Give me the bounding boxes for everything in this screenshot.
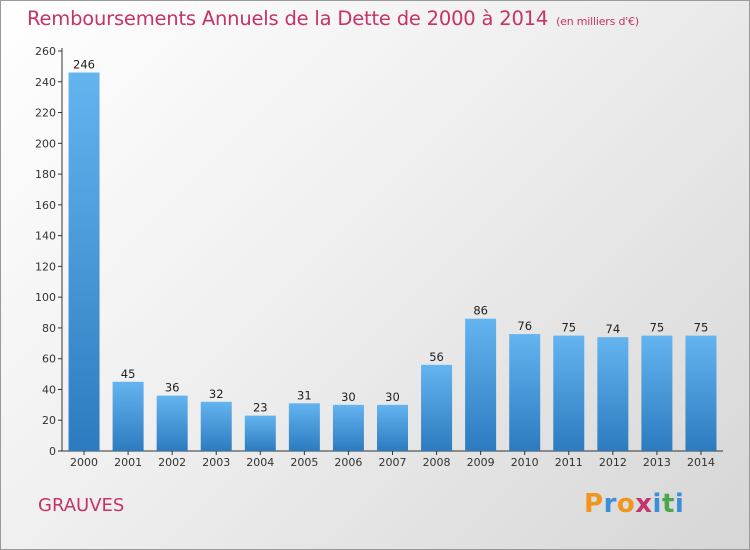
y-tick-label: 140 (35, 230, 56, 243)
data-label: 30 (341, 390, 356, 404)
x-tick-label: 2007 (379, 456, 407, 469)
y-tick-label: 240 (35, 76, 56, 89)
x-tick-label: 2011 (555, 456, 583, 469)
bar (156, 395, 188, 451)
y-tick-label: 260 (35, 45, 56, 58)
x-tick-label: 2004 (246, 456, 274, 469)
x-tick-label: 2010 (511, 456, 539, 469)
bar (421, 364, 453, 451)
x-tick-label: 2013 (643, 456, 671, 469)
y-tick-label: 120 (35, 260, 56, 273)
data-label: 56 (429, 350, 444, 364)
bar (377, 404, 408, 451)
y-tick-label: 40 (42, 383, 56, 396)
commune-name: GRAUVES (38, 495, 125, 516)
y-tick-label: 20 (42, 414, 56, 427)
y-tick-label: 60 (42, 353, 56, 366)
chart-title: Remboursements Annuels de la Dette de 20… (27, 7, 639, 30)
bar (200, 401, 232, 451)
data-label: 76 (517, 319, 532, 333)
data-label: 246 (73, 58, 95, 72)
data-label: 74 (606, 322, 621, 336)
x-tick-label: 2009 (467, 456, 495, 469)
data-label: 36 (165, 381, 180, 395)
y-tick-label: 220 (35, 107, 56, 120)
x-tick-label: 2000 (70, 456, 98, 469)
proxiti-logo[interactable]: Proxiti (584, 489, 685, 519)
data-label: 75 (561, 321, 576, 335)
bar (68, 72, 100, 452)
y-tick-label: 180 (35, 168, 56, 181)
y-tick-label: 100 (35, 291, 56, 304)
x-tick-label: 2001 (114, 456, 142, 469)
y-tick-label: 0 (49, 445, 56, 458)
unit-subtitle: (en milliers d'€) (556, 15, 639, 28)
bar (244, 415, 276, 451)
data-label: 75 (650, 321, 665, 335)
y-tick-label: 200 (35, 137, 56, 150)
bar (509, 334, 541, 451)
title-text: Remboursements Annuels de la Dette de 20… (27, 7, 549, 30)
data-label: 23 (253, 401, 268, 415)
x-tick-label: 2012 (599, 456, 627, 469)
data-label: 30 (385, 390, 400, 404)
bar (288, 403, 320, 451)
bar (641, 335, 673, 451)
data-label: 86 (473, 304, 488, 318)
x-tick-label: 2003 (202, 456, 230, 469)
x-tick-label: 2006 (334, 456, 362, 469)
x-tick-label: 2002 (158, 456, 186, 469)
data-label: 31 (297, 388, 312, 402)
x-tick-label: 2014 (687, 456, 715, 469)
bar (685, 335, 717, 451)
x-tick-label: 2005 (290, 456, 318, 469)
x-tick-label: 2008 (423, 456, 451, 469)
data-label: 75 (694, 321, 709, 335)
bar (112, 381, 144, 451)
bar (553, 335, 585, 451)
y-tick-label: 160 (35, 199, 56, 212)
bar (332, 404, 364, 451)
bar (465, 318, 497, 451)
bar (597, 337, 629, 451)
y-tick-label: 80 (42, 322, 56, 335)
data-label: 45 (121, 367, 136, 381)
data-label: 32 (209, 387, 224, 401)
